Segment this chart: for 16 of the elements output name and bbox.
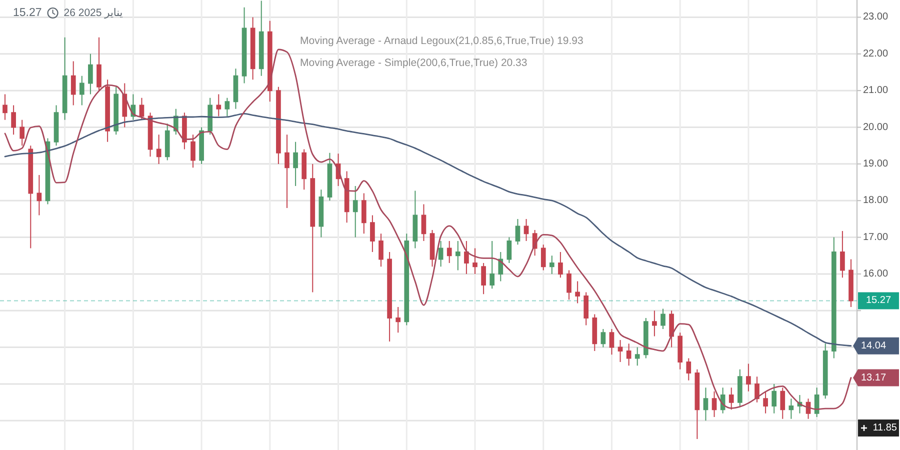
y-tick-label: 19.00 [863,158,888,170]
annotation: Moving Average - Arnaud Legoux(21,0.85,6,True,True) 19.93 [300,35,584,47]
text: 11.85 [872,422,898,434]
y-tick-label: 16.00 [863,268,888,280]
y-tick-label: 18.00 [863,195,888,206]
y-tick-label: 21.00 [863,85,888,96]
y-tick-label: 20.00 [863,122,888,133]
y-tick-label: 23.00 [863,12,888,23]
text: 15.27 [13,7,42,19]
text: 26 2025 يناير [64,7,123,19]
y-tick-label: 17.00 [863,232,888,243]
data-label: 13.17 [861,372,886,384]
y-tick-label: 22.00 [863,48,888,60]
ref-line-label: 15.27 [866,295,892,306]
data-label: 14.04 [861,340,886,352]
annotation: Moving Average - Simple(200,6,True,True) 20.33 [300,57,528,69]
